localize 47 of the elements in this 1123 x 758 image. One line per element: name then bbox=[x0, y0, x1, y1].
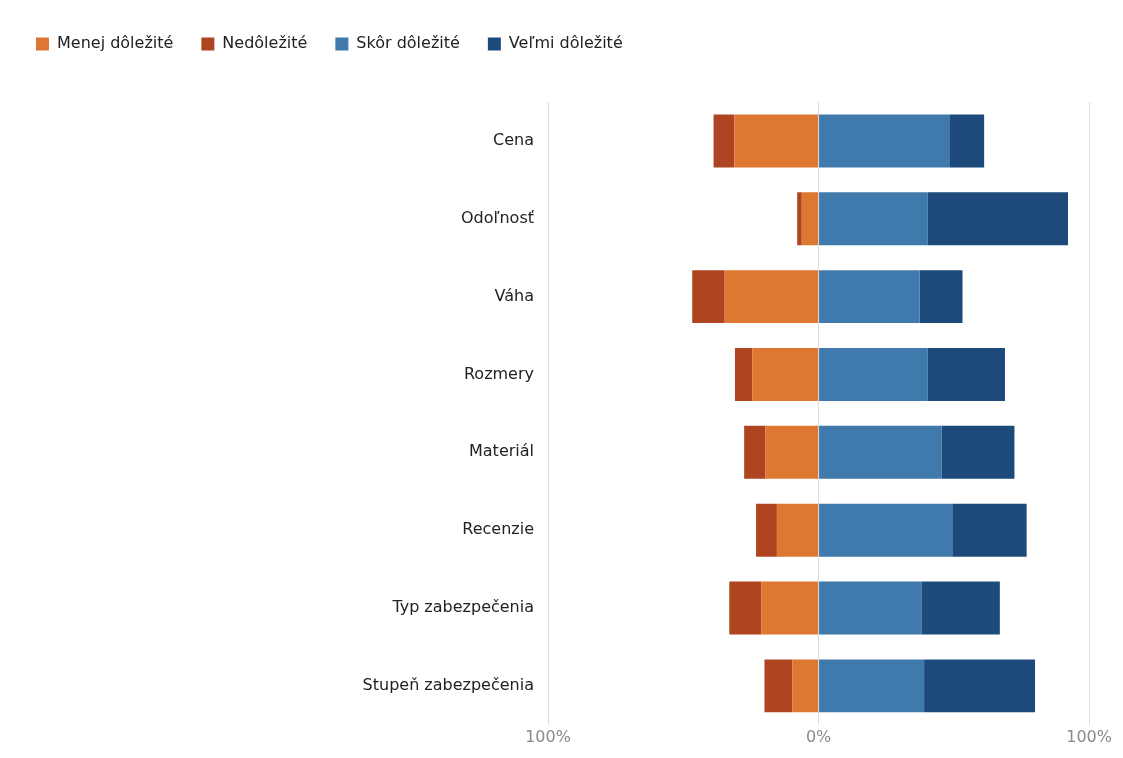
legend-label: Skôr dôležité bbox=[356, 33, 460, 53]
x-tick-label: 100% bbox=[1066, 726, 1112, 746]
bar bbox=[924, 659, 1036, 713]
legend-label: Veľmi dôležité bbox=[508, 33, 623, 53]
bar bbox=[921, 581, 1000, 635]
bar bbox=[729, 581, 762, 635]
bar bbox=[756, 503, 777, 557]
legend-label: Nedôležité bbox=[222, 33, 308, 53]
bar bbox=[819, 503, 953, 557]
bar bbox=[927, 192, 1069, 246]
legend-label: Menej dôležité bbox=[57, 33, 174, 53]
bar bbox=[744, 425, 766, 479]
bar bbox=[927, 348, 1005, 401]
bar bbox=[819, 270, 920, 324]
bar bbox=[776, 503, 819, 557]
bar bbox=[949, 114, 985, 168]
bar bbox=[752, 348, 819, 401]
y-tick-label: Váha bbox=[494, 285, 534, 305]
y-tick-label: Cena bbox=[493, 130, 534, 150]
bar bbox=[819, 581, 922, 635]
y-tick-label: Typ zabezpečenia bbox=[391, 597, 534, 617]
bar bbox=[819, 425, 942, 479]
y-tick-label: Odoľnosť bbox=[460, 207, 534, 227]
bar bbox=[692, 270, 725, 324]
y-tick-label: Recenzie bbox=[462, 519, 534, 539]
bar bbox=[801, 192, 819, 246]
bar bbox=[797, 192, 802, 246]
bar bbox=[713, 114, 735, 168]
y-tick-label: Materiál bbox=[469, 441, 534, 461]
bar bbox=[724, 270, 819, 324]
bar bbox=[764, 659, 793, 713]
bar bbox=[819, 659, 925, 713]
bar bbox=[765, 425, 819, 479]
bar bbox=[792, 659, 819, 713]
bar bbox=[734, 348, 753, 401]
bar bbox=[734, 114, 819, 168]
bar bbox=[919, 270, 963, 324]
y-tick-label: Stupeň zabezpečenia bbox=[362, 675, 534, 695]
x-tick-label: 100% bbox=[525, 726, 571, 746]
bar bbox=[819, 348, 928, 401]
bar bbox=[761, 581, 819, 635]
x-tick-label: 0% bbox=[805, 726, 832, 746]
bar bbox=[941, 425, 1015, 479]
y-tick-label: Rozmery bbox=[463, 363, 534, 383]
bar bbox=[952, 503, 1027, 557]
bar bbox=[819, 114, 950, 168]
bar bbox=[819, 192, 928, 246]
